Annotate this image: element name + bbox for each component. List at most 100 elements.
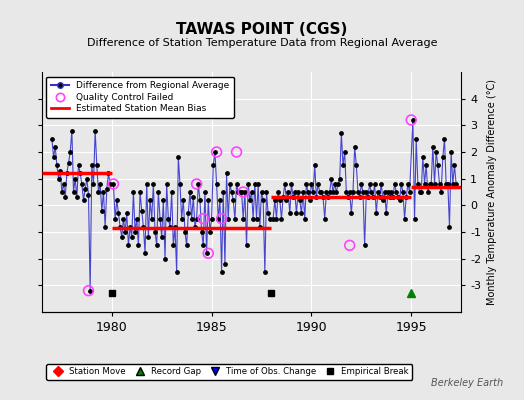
Point [442,181,450,187]
Point [166,224,174,230]
Point [294,189,302,195]
Point [322,189,331,195]
Point [250,181,259,187]
Point [81,186,90,192]
Point [387,189,396,195]
Point [212,149,221,155]
Point [291,189,299,195]
Point [106,181,114,187]
Point [246,197,254,203]
Point [253,216,261,222]
Point [287,181,296,187]
Point [123,210,131,216]
Point [427,181,435,187]
Point [254,181,263,187]
Point [79,197,88,203]
Point [422,162,430,168]
Point [212,181,221,187]
Point [69,189,78,195]
Point [71,176,80,182]
Point [221,261,229,267]
Point [129,189,138,195]
Point [444,181,452,187]
Point [202,250,211,256]
Point [78,181,86,187]
Point [432,149,440,155]
Point [305,197,314,203]
Point [83,176,91,182]
Point [417,189,425,195]
Point [379,197,387,203]
Point [192,181,201,187]
Point [319,194,327,200]
Point [369,194,377,200]
Point [232,149,241,155]
Text: Berkeley Earth: Berkeley Earth [431,378,503,388]
Point [68,128,76,134]
Point [349,189,357,195]
Point [93,162,101,168]
Point [339,162,347,168]
Point [299,189,307,195]
Point [111,216,119,222]
Point [162,181,171,187]
Point [119,216,128,222]
Point [222,170,231,176]
Point [374,189,382,195]
Point [342,189,351,195]
Point [189,194,198,200]
Point [367,189,376,195]
Point [311,162,319,168]
Point [392,189,400,195]
Point [164,216,172,222]
Point [227,189,236,195]
Point [247,189,256,195]
Point [141,250,149,256]
Point [274,189,282,195]
Point [86,288,94,294]
Point [133,216,141,222]
Point [151,229,159,235]
Point [309,189,317,195]
Point [66,149,74,155]
Point [53,162,61,168]
Point [209,162,217,168]
Point [429,144,437,150]
Point [127,234,136,240]
Point [226,181,234,187]
Point [229,197,237,203]
Point [49,154,58,160]
Point [48,136,56,142]
Point [103,186,111,192]
Point [449,181,457,187]
Point [361,242,369,248]
Point [264,210,272,216]
Point [382,210,390,216]
Y-axis label: Monthly Temperature Anomaly Difference (°C): Monthly Temperature Anomaly Difference (… [487,79,497,305]
Point [354,189,362,195]
Point [394,194,402,200]
Point [331,181,339,187]
Point [101,224,110,230]
Point [204,250,212,256]
Point [406,189,414,195]
Point [139,224,148,230]
Point [341,149,349,155]
Point [276,197,284,203]
Point [84,288,93,294]
Point [188,216,196,222]
Point [315,189,324,195]
Point [169,242,178,248]
Point [231,216,239,222]
Point [409,117,417,123]
Point [114,210,123,216]
Point [410,216,419,222]
Point [324,194,332,200]
Point [412,136,420,142]
Point [126,224,134,230]
Point [389,194,397,200]
Point [182,242,191,248]
Point [257,189,266,195]
Point [174,154,182,160]
Point [434,162,442,168]
